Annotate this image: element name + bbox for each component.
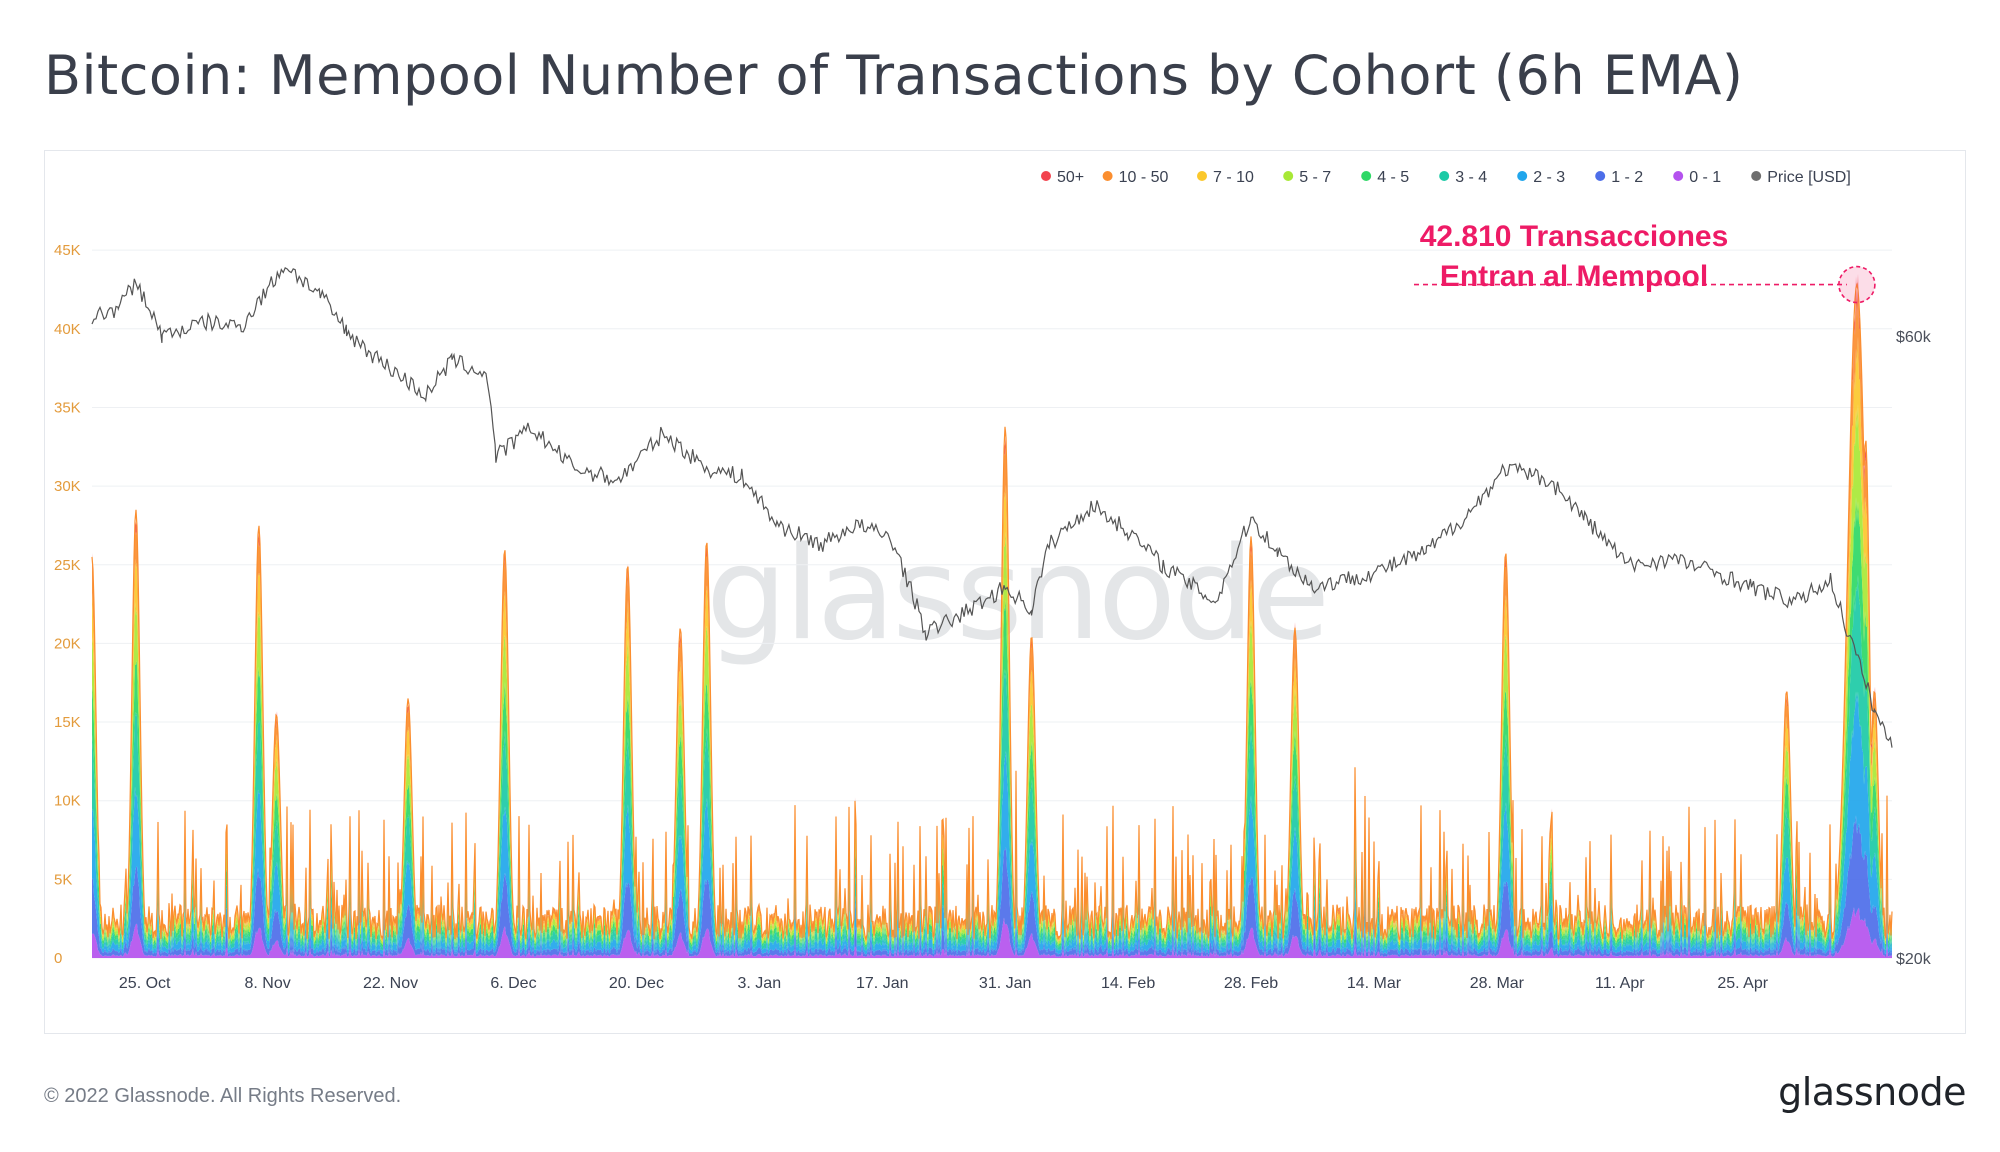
y-axis-left: 0 5K 10K 15K 20K 25K 30K 35K 40K 45K bbox=[54, 242, 81, 967]
y-tick-label: 40K bbox=[54, 321, 81, 338]
cohort-area-0-1 bbox=[92, 907, 1892, 958]
x-tick-label: 14. Feb bbox=[1101, 975, 1155, 992]
x-tick-label: 31. Jan bbox=[979, 975, 1031, 992]
x-tick-label: 11. Apr bbox=[1595, 975, 1645, 992]
legend-marker bbox=[1517, 171, 1528, 181]
legend-label: 2 - 3 bbox=[1533, 169, 1565, 186]
legend-label: Price [USD] bbox=[1767, 169, 1851, 186]
x-tick-label: 20. Dec bbox=[609, 975, 664, 992]
y-tick-label: 15K bbox=[54, 714, 81, 731]
total-outline bbox=[91, 282, 1893, 942]
glassnode-logo[interactable]: glassnode bbox=[1778, 1070, 1966, 1114]
legend: 50+ 10 - 50 7 - 10 5 - 7 4 - 5 3 - 4 2 - 3 1 - … bbox=[1041, 169, 1851, 186]
cohort-area-50+ bbox=[92, 273, 1892, 941]
x-tick-label: 6. Dec bbox=[490, 975, 536, 992]
x-tick-label: 17. Jan bbox=[856, 975, 908, 992]
y-right-tick-label: $20k bbox=[1896, 951, 1932, 968]
annotation-marker bbox=[1838, 265, 1876, 304]
mempool-chart: 0 5K 10K 15K 20K 25K 30K 35K 40K 45K $20k $60k 25.… bbox=[54, 169, 1932, 992]
annotation: 42.810 Transacciones Entran al Mempool bbox=[1414, 220, 1876, 304]
legend-label: 50+ bbox=[1057, 169, 1084, 186]
y-tick-label: 30K bbox=[54, 478, 81, 495]
x-axis: 25. Oct 8. Nov 22. Nov 6. Dec 20. Dec 3. Jan 1… bbox=[119, 975, 1769, 992]
legend-label: 0 - 1 bbox=[1689, 169, 1721, 186]
x-tick-label: 28. Mar bbox=[1470, 975, 1525, 992]
cohort-area-10-50 bbox=[92, 288, 1892, 942]
legend-marker bbox=[1673, 171, 1684, 181]
legend-label: 1 - 2 bbox=[1611, 169, 1643, 186]
cohort-area-2-3 bbox=[92, 691, 1892, 955]
cohort-area-1-2 bbox=[92, 815, 1892, 957]
x-tick-label: 14. Mar bbox=[1347, 975, 1402, 992]
legend-marker bbox=[1751, 171, 1762, 181]
legend-marker bbox=[1361, 171, 1372, 181]
page-title: Bitcoin: Mempool Number of Transactions … bbox=[44, 44, 1744, 107]
x-tick-label: 22. Nov bbox=[363, 975, 418, 992]
chart-frame bbox=[44, 150, 1966, 1034]
annotation-text-line2: Entran al Mempool bbox=[1440, 260, 1708, 293]
legend-label: 7 - 10 bbox=[1213, 169, 1254, 186]
legend-marker bbox=[1102, 171, 1113, 181]
legend-marker bbox=[1283, 171, 1294, 181]
y-axis-right: $20k $60k bbox=[1896, 329, 1932, 968]
legend-marker bbox=[1041, 171, 1051, 181]
x-tick-label: 25. Apr bbox=[1717, 975, 1768, 992]
y-tick-label: 10K bbox=[54, 793, 81, 810]
y-right-tick-label: $60k bbox=[1896, 329, 1932, 346]
y-tick-label: 45K bbox=[54, 242, 81, 259]
legend-marker bbox=[1439, 171, 1450, 181]
y-tick-label: 35K bbox=[54, 399, 81, 416]
y-tick-label: 5K bbox=[54, 871, 72, 888]
y-tick-label: 25K bbox=[54, 557, 81, 574]
price-line bbox=[91, 267, 1893, 748]
price-usd-line bbox=[91, 267, 1893, 748]
legend-marker bbox=[1197, 171, 1207, 181]
x-tick-label: 8. Nov bbox=[244, 975, 290, 992]
copyright-text: © 2022 Glassnode. All Rights Reserved. bbox=[44, 1085, 402, 1107]
legend-label: 5 - 7 bbox=[1299, 169, 1331, 186]
legend-label: 4 - 5 bbox=[1377, 169, 1409, 186]
y-tick-label: 20K bbox=[54, 635, 81, 652]
x-tick-label: 3. Jan bbox=[738, 975, 782, 992]
legend-label: 10 - 50 bbox=[1119, 169, 1169, 186]
legend-marker bbox=[1595, 171, 1606, 181]
x-tick-label: 28. Feb bbox=[1224, 975, 1278, 992]
y-tick-label: 0 bbox=[54, 950, 62, 967]
x-tick-label: 25. Oct bbox=[119, 975, 171, 992]
cohort-areas bbox=[91, 273, 1893, 958]
legend-label: 3 - 4 bbox=[1455, 169, 1487, 186]
annotation-text-line1: 42.810 Transacciones bbox=[1420, 220, 1729, 253]
